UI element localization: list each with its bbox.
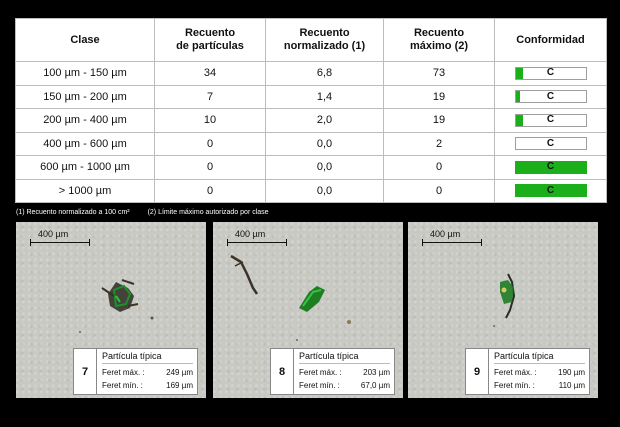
feret-min-label: Feret mín. : [494,381,535,390]
cell-clase: > 1000 µm [15,178,155,203]
header-normalizado: Recuento normalizado (1) [265,18,384,62]
particle-title: Partícula típica [102,351,193,364]
conformity-fill-bar [515,114,523,126]
feret-min-value: 169 µm [166,381,193,390]
cell-clase: 150 µm - 200 µm [15,84,155,109]
table-row: 200 µm - 400 µm 10 2,0 19 C [15,108,607,133]
particle-image-panel-9: 400 µm 9 Partícula típica Feret máx. : 19… [408,222,598,398]
conformity-status: C [546,184,555,196]
cell-clase: 100 µm - 150 µm [15,61,155,86]
conformity-fill-bar [515,185,586,197]
cell-maximo: 0 [383,155,495,180]
conformity-status: C [546,161,555,173]
table-row: 600 µm - 1000 µm 0 0,0 0 C [15,155,607,180]
table-footnotes: (1) Recuento normalizado a 100 cm² (2) L… [16,208,285,217]
table-header-row: Clase Recuento de partículas Recuento no… [15,18,607,62]
feret-max-label: Feret máx. : [102,368,145,377]
particle-title: Partícula típica [299,351,390,364]
feret-max-label: Feret máx. : [299,368,342,377]
feret-min-label: Feret mín. : [299,381,340,390]
particle-count-table: Clase Recuento de partículas Recuento no… [15,18,607,203]
conformity-status: C [546,90,555,102]
table-row: 150 µm - 200 µm 7 1,4 19 C [15,84,607,109]
table-row: 100 µm - 150 µm 34 6,8 73 C [15,61,607,86]
particle-info-box: 7 Partícula típica Feret máx. : 249 µm Fe… [73,348,198,395]
table-row: 400 µm - 600 µm 0 0,0 2 C [15,131,607,156]
cell-conformidad: C [494,131,607,156]
particle-micrograph [79,279,154,333]
particle-count-table-container: Clase Recuento de partículas Recuento no… [15,18,607,203]
cell-maximo: 2 [383,131,495,156]
feret-max-value: 203 µm [363,368,390,377]
cell-clase: 200 µm - 400 µm [15,108,155,133]
header-maximo: Recuento máximo (2) [383,18,495,62]
conformity-status: C [546,67,555,79]
footnote-normalized: (1) Recuento normalizado a 100 cm² [16,209,130,216]
scale-bar [227,239,287,246]
conformity-fill-bar [515,67,523,79]
cell-maximo: 19 [383,108,495,133]
cell-recuento: 7 [154,84,266,109]
particle-image-panel-8: 400 µm 8 Partícula típica Feret máx. : 20… [213,222,403,398]
cell-clase: 600 µm - 1000 µm [15,155,155,180]
particle-image-panel-7: 400 µm 7 Partícula típica Feret máx. : 24… [16,222,206,398]
cell-maximo: 73 [383,61,495,86]
scale-bar [30,239,90,246]
cell-conformidad: C [494,108,607,133]
feret-min-value: 67,0 µm [360,381,390,390]
scale-label: 400 µm [235,229,266,239]
scale-label: 400 µm [38,229,69,239]
cell-maximo: 19 [383,84,495,109]
particle-number: 7 [74,349,97,394]
cell-clase: 400 µm - 600 µm [15,131,155,156]
conformity-indicator: C [514,113,587,127]
cell-conformidad: C [494,61,607,86]
feret-max-label: Feret máx. : [494,368,537,377]
particle-title: Partícula típica [494,351,585,364]
scale-bar [422,239,482,246]
header-conformidad: Conformidad [494,18,607,62]
cell-conformidad: C [494,178,607,203]
feret-max-value: 190 µm [558,368,585,377]
cell-normalizado: 6,8 [265,61,384,86]
conformity-fill-bar [515,161,586,173]
cell-conformidad: C [494,84,607,109]
header-clase: Clase [15,18,155,62]
footnote-max-limit: (2) Límite máximo autorizado por clase [147,209,269,216]
scale-label: 400 µm [430,229,461,239]
cell-recuento: 0 [154,155,266,180]
cell-normalizado: 2,0 [265,108,384,133]
cell-recuento: 34 [154,61,266,86]
conformity-indicator: C [514,160,587,174]
conformity-status: C [546,137,555,149]
conformity-indicator: C [514,66,587,80]
table-row: > 1000 µm 0 0,0 0 C [15,178,607,203]
conformity-indicator: C [514,90,587,104]
feret-max-value: 249 µm [166,368,193,377]
conformity-status: C [546,114,555,126]
cell-recuento: 0 [154,131,266,156]
feret-min-label: Feret mín. : [102,381,143,390]
particle-info-box: 9 Partícula típica Feret máx. : 190 µm Fe… [465,348,590,395]
cell-normalizado: 0,0 [265,155,384,180]
header-recuento: Recuento de partículas [154,18,266,62]
conformity-indicator: C [514,137,587,151]
particle-micrograph [493,273,516,327]
cell-normalizado: 0,0 [265,131,384,156]
cell-maximo: 0 [383,178,495,203]
particle-info-box: 8 Partícula típica Feret máx. : 203 µm Fe… [270,348,395,395]
particle-number: 9 [466,349,489,394]
cell-normalizado: 0,0 [265,178,384,203]
feret-min-value: 110 µm [558,381,585,390]
cell-normalizado: 1,4 [265,84,384,109]
particle-number: 8 [271,349,294,394]
cell-recuento: 10 [154,108,266,133]
conformity-fill-bar [515,91,521,103]
cell-conformidad: C [494,155,607,180]
conformity-indicator: C [514,184,587,198]
particle-micrograph [230,254,351,341]
cell-recuento: 0 [154,178,266,203]
